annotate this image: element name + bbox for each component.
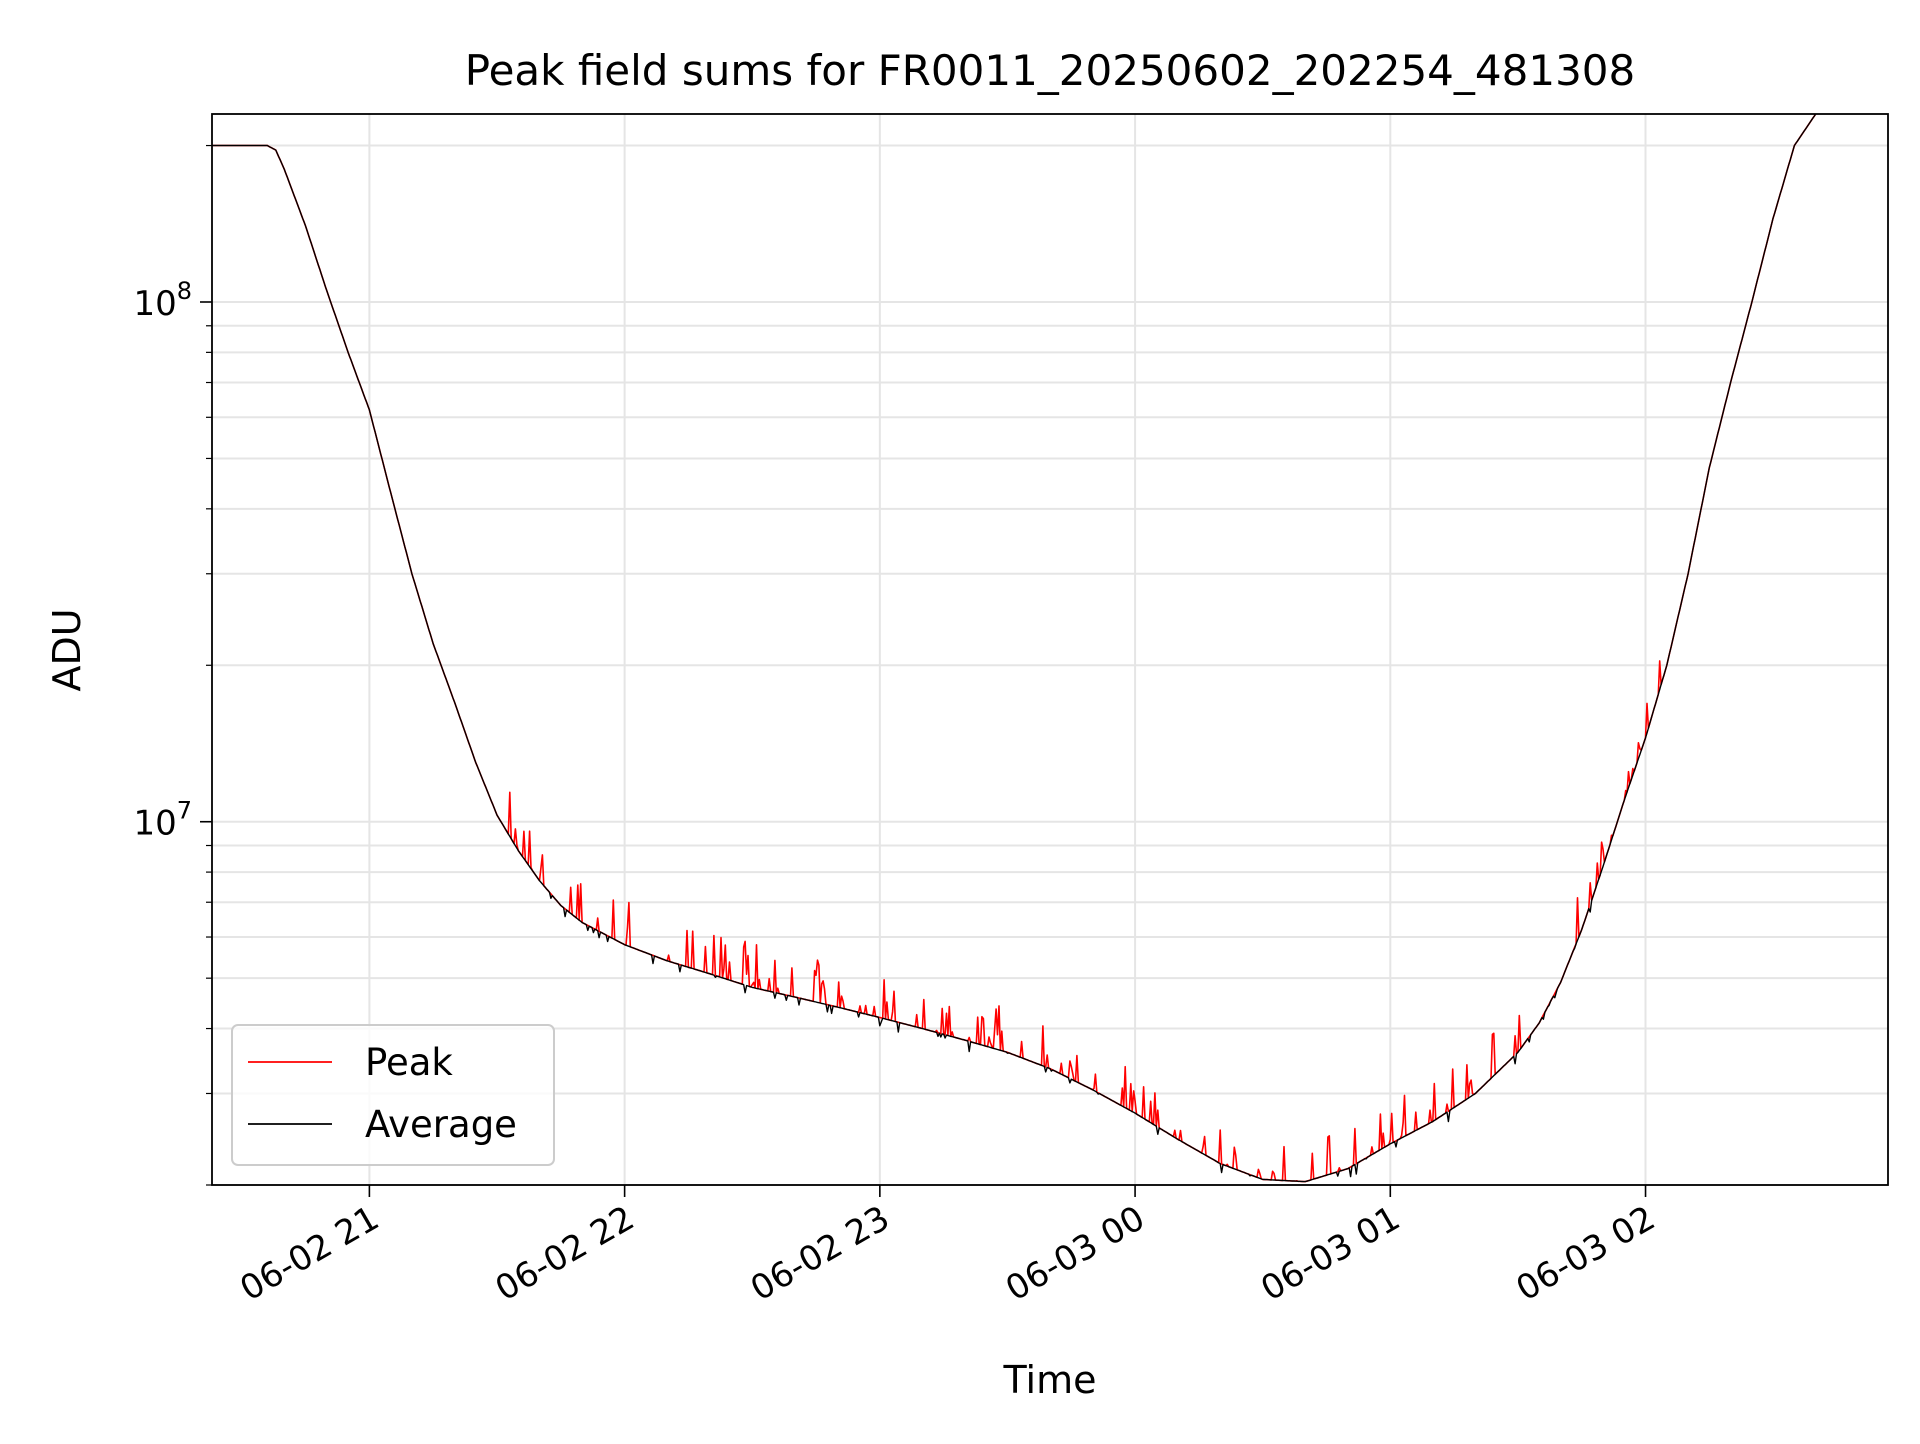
x-axis-label: Time	[1003, 1358, 1097, 1402]
legend-label-peak: Peak	[365, 1041, 453, 1084]
chart-title: Peak field sums for FR0011_20250602_2022…	[465, 46, 1635, 95]
series-layer	[212, 113, 1817, 1183]
legend-box	[231, 1024, 555, 1166]
y-axis-label: ADU	[45, 608, 89, 691]
legend: Peak Average	[231, 1024, 555, 1166]
plot-frame	[211, 113, 1889, 1186]
series-line-average	[212, 113, 1817, 1183]
y-tick-label: 108	[133, 277, 192, 324]
y-tick-label: 107	[133, 797, 192, 844]
legend-label-average: Average	[365, 1103, 517, 1146]
